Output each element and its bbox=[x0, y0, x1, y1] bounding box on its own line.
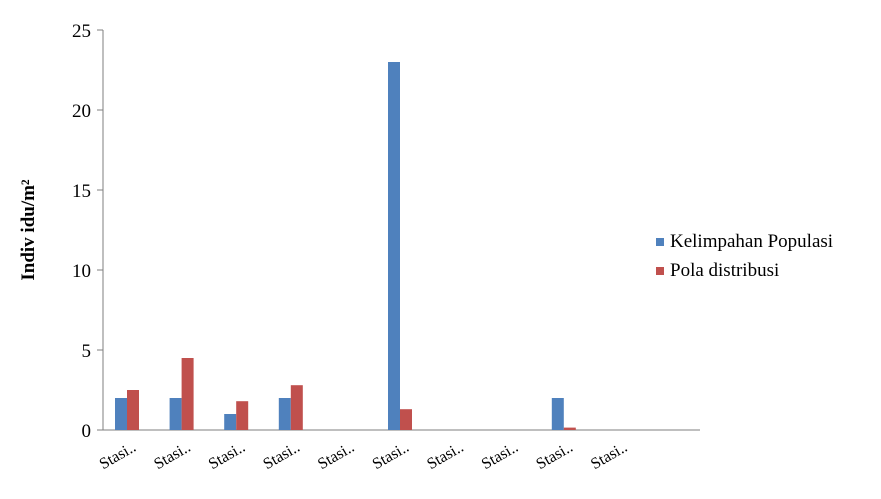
legend-swatch bbox=[656, 238, 664, 246]
x-tick-label: Stasi.. bbox=[315, 439, 357, 473]
bar-kelimpahan-populasi bbox=[278, 398, 291, 430]
x-tick-label: Stasi.. bbox=[260, 439, 302, 473]
x-tick-label: Stasi.. bbox=[588, 439, 630, 473]
bar-pola-distribusi bbox=[400, 409, 412, 430]
x-tick-label: Stasi.. bbox=[370, 439, 412, 473]
bar-pola-distribusi bbox=[127, 390, 139, 430]
y-tick-label: 0 bbox=[82, 421, 92, 442]
y-tick-label: 25 bbox=[72, 21, 91, 42]
bars bbox=[115, 62, 576, 430]
x-tick-label: Stasi.. bbox=[151, 439, 193, 473]
x-ticks: Stasi.. Stasi.. Stasi.. Stasi.. Stasi.. Stasi… bbox=[97, 439, 631, 473]
x-tick-label: Stasi.. bbox=[97, 439, 139, 473]
x-tick-label: Stasi.. bbox=[424, 439, 466, 473]
bar-kelimpahan-populasi bbox=[115, 398, 127, 430]
legend: Kelimpahan Populasi Pola distribusi bbox=[656, 231, 833, 281]
y-axis-label: Indiv idu/m² bbox=[18, 179, 39, 281]
x-tick-label: Stasi.. bbox=[533, 439, 575, 473]
bar-kelimpahan-populasi bbox=[388, 62, 400, 430]
bar-kelimpahan-populasi bbox=[224, 414, 237, 430]
y-tick-label: 5 bbox=[82, 341, 92, 362]
bar-kelimpahan-populasi bbox=[551, 398, 564, 430]
x-tick-label: Stasi.. bbox=[206, 439, 248, 473]
legend-label: Pola distribusi bbox=[670, 260, 779, 281]
y-tick-label: 15 bbox=[72, 181, 91, 202]
bar-pola-distribusi bbox=[563, 427, 576, 430]
bar-kelimpahan-populasi bbox=[169, 398, 182, 430]
y-tick-label: 20 bbox=[72, 101, 91, 122]
bar-pola-distribusi bbox=[181, 358, 194, 430]
bar-pola-distribusi bbox=[236, 401, 249, 430]
legend-label: Kelimpahan Populasi bbox=[670, 231, 833, 252]
y-ticks: 0 5 10 15 20 25 bbox=[72, 21, 103, 442]
bar-pola-distribusi bbox=[290, 385, 303, 430]
x-tick-label: Stasi.. bbox=[479, 439, 521, 473]
legend-swatch bbox=[656, 267, 664, 275]
y-tick-label: 10 bbox=[72, 261, 91, 282]
